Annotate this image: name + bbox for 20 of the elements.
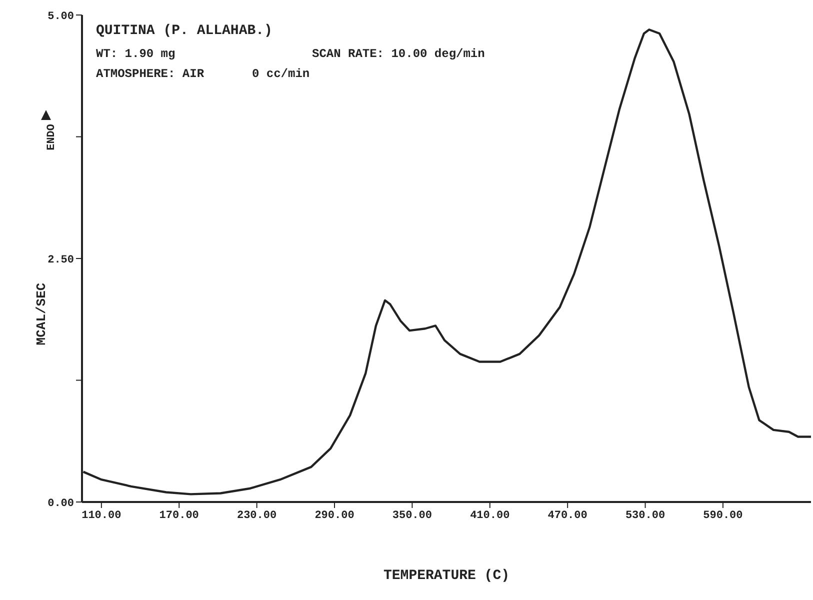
x-tick-label: 530.00	[625, 510, 666, 522]
x-tick-label: 110.00	[82, 510, 122, 522]
x-tick-label: 290.00	[314, 510, 354, 522]
annotation: SCAN RATE: 10.00 deg/min	[312, 47, 485, 61]
x-tick-label: 410.00	[470, 510, 510, 522]
x-axis-title: TEMPERATURE (C)	[382, 568, 511, 584]
y-tick-label: 0.00	[48, 498, 74, 510]
x-tick-label: 590.00	[703, 510, 743, 522]
x-tick-label: 230.00	[237, 510, 277, 522]
y-tick-label: 2.50	[48, 254, 74, 266]
annotation: WT: 1.90 mg	[96, 47, 176, 61]
x-tick-label: 350.00	[392, 510, 432, 522]
x-tick-label: 170.00	[159, 510, 199, 522]
annotation: ATMOSPHERE: AIR	[96, 67, 204, 81]
y-tick-label: 5.00	[48, 10, 74, 23]
text: ENDO	[46, 124, 58, 150]
y-axis-title: MCAL/SEC	[34, 282, 49, 345]
x-tick-label: 470.00	[548, 510, 588, 522]
annotation: 0 cc/min	[252, 67, 310, 81]
text: QUITINA (P. ALLAHAB.)	[96, 23, 272, 39]
